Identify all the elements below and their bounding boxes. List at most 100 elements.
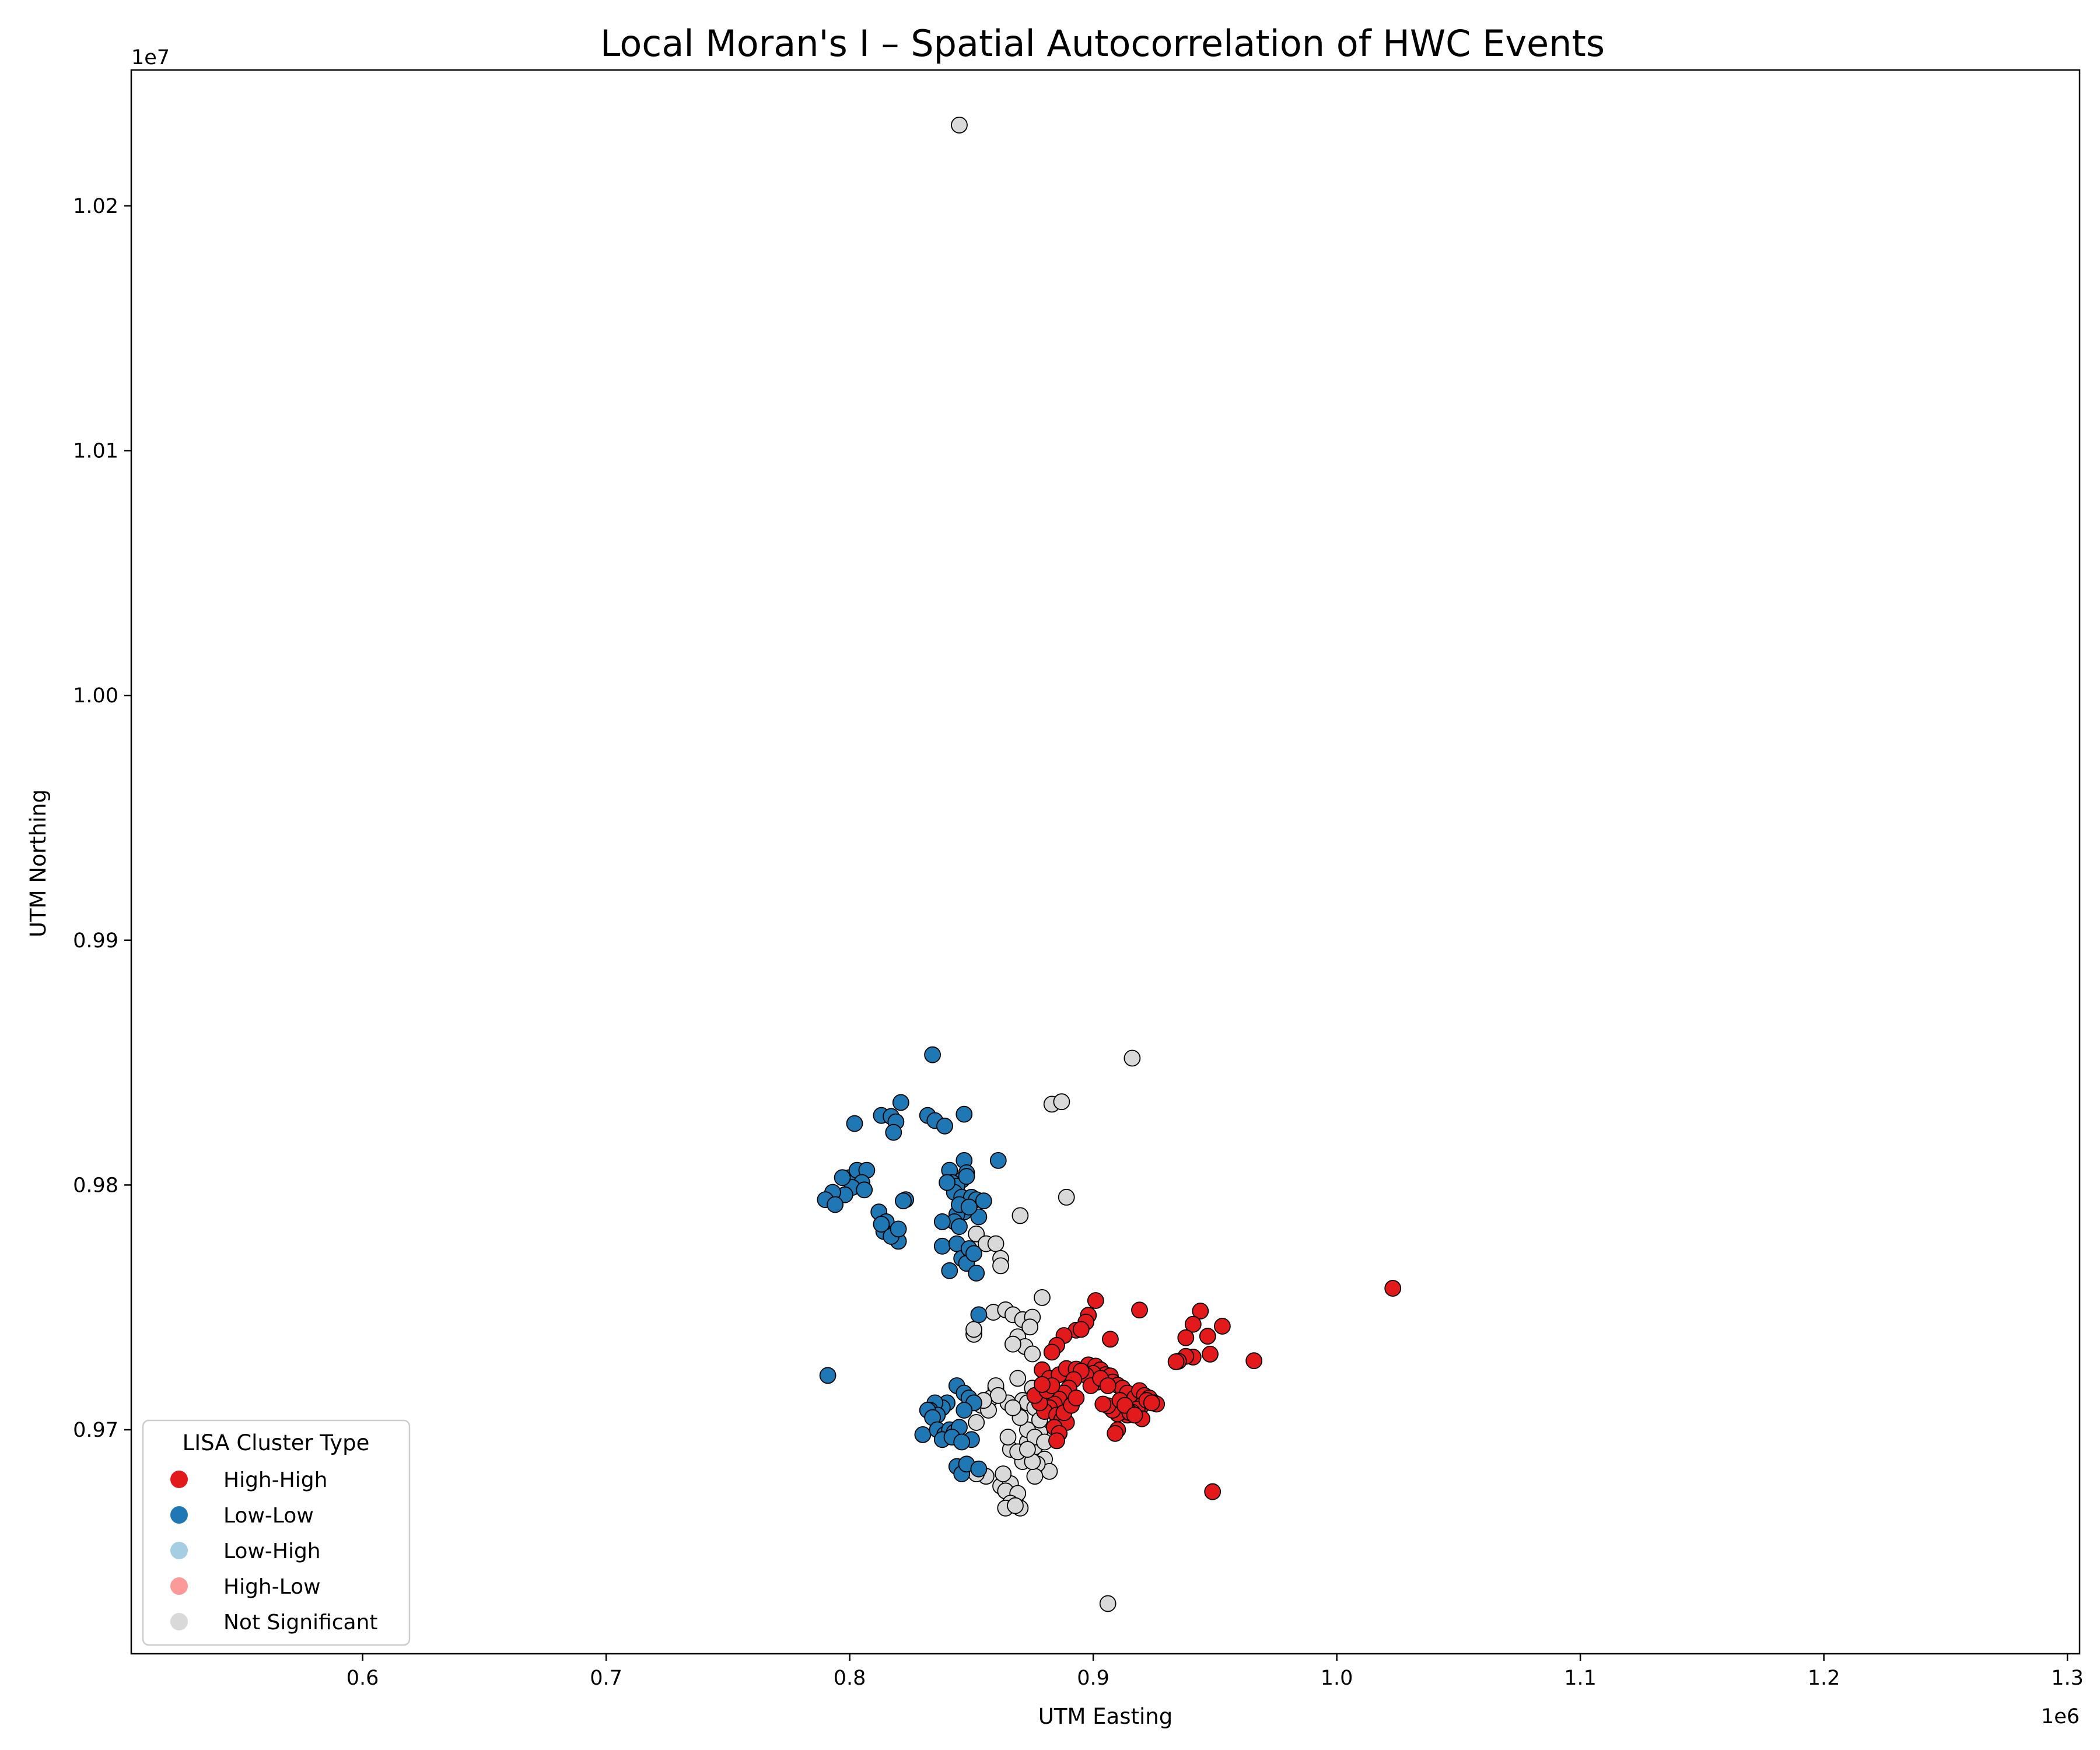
data-point-high-high	[1131, 1301, 1148, 1319]
data-point-not-significant	[999, 1429, 1017, 1446]
data-point-low-low	[953, 1433, 971, 1451]
data-point-not-significant	[1099, 1595, 1116, 1612]
x-axis-label: UTM Easting	[1038, 1704, 1172, 1729]
data-point-high-high	[1107, 1424, 1124, 1442]
x-tick-label: 1.2	[1808, 1667, 1840, 1690]
x-tick-label: 0.8	[834, 1667, 866, 1690]
data-point-not-significant	[1005, 1335, 1021, 1353]
legend-label-high-high: High-High	[223, 1468, 327, 1492]
data-point-high-high	[1384, 1280, 1402, 1297]
data-point-low-low	[936, 1117, 953, 1135]
data-point-low-low	[846, 1115, 863, 1132]
data-point-low-low	[873, 1216, 890, 1233]
data-point-not-significant	[1012, 1207, 1029, 1224]
data-point-high-high	[1204, 1483, 1222, 1500]
legend-item-not-significant: Not Significant	[170, 1611, 378, 1634]
y-tick-label: 1.00	[73, 684, 118, 708]
x-tick-label: 0.6	[346, 1667, 379, 1690]
data-point-high-high	[1043, 1343, 1060, 1361]
data-point-high-high	[1072, 1321, 1090, 1338]
data-point-low-low	[885, 1124, 902, 1141]
legend-label-not-significant: Not Significant	[223, 1611, 378, 1634]
data-point-high-high	[1034, 1376, 1051, 1393]
data-point-low-low	[970, 1306, 988, 1324]
legend-item-high-high: High-High	[170, 1468, 327, 1492]
legend-item-low-low: Low-Low	[170, 1504, 314, 1528]
data-point-high-high	[1184, 1315, 1202, 1333]
legend-title: LISA Cluster Type	[183, 1430, 370, 1455]
data-point-not-significant	[992, 1257, 1009, 1275]
y-tick-label: 0.97	[73, 1419, 118, 1442]
y-axis: 0.97 0.98 0.99 1.00 1.01 1.02	[73, 195, 131, 1442]
data-point-high-high	[1099, 1377, 1116, 1394]
data-point-not-significant	[968, 1414, 985, 1431]
data-point-low-low	[958, 1168, 975, 1185]
data-point-low-low	[951, 1218, 968, 1236]
data-point-high-high	[1245, 1352, 1263, 1370]
data-point-not-significant	[1019, 1441, 1036, 1458]
data-point-low-low	[989, 1152, 1007, 1169]
data-point-not-significant	[1007, 1497, 1024, 1514]
data-point-high-high	[1192, 1303, 1209, 1320]
y-tick-label: 0.98	[73, 1174, 118, 1197]
data-point-high-high	[1102, 1331, 1119, 1348]
data-point-not-significant	[951, 116, 968, 134]
legend-label-low-low: Low-Low	[223, 1504, 314, 1528]
y-tick-label: 1.02	[73, 195, 118, 218]
data-point-low-low	[975, 1192, 992, 1210]
data-point-low-low	[941, 1262, 958, 1279]
data-point-low-low	[890, 1220, 907, 1238]
data-point-low-low	[856, 1181, 873, 1199]
data-point-low-low	[834, 1169, 851, 1186]
legend: LISA Cluster Type High-High Low-Low Low-…	[142, 1419, 411, 1646]
x-axis: 0.6 0.7 0.8 0.9 1.0 1.1 1.2 1.3	[346, 1654, 2084, 1690]
x-tick-label: 1.0	[1321, 1667, 1353, 1690]
data-point-high-high	[1068, 1390, 1085, 1406]
chart-title: Local Moran's I – Spatial Autocorrelatio…	[600, 22, 1605, 65]
data-point-not-significant	[1034, 1289, 1051, 1306]
y-axis-label: UTM Northing	[26, 789, 51, 937]
legend-item-low-high: Low-High	[170, 1539, 321, 1563]
data-point-high-high	[1177, 1329, 1195, 1346]
data-point-low-low	[956, 1105, 973, 1123]
data-point-not-significant	[1053, 1093, 1070, 1111]
y-offset-label: 1e7	[131, 46, 170, 69]
legend-marker-low-high	[170, 1542, 188, 1559]
data-point-high-high	[1167, 1353, 1185, 1370]
data-point-low-low	[895, 1192, 912, 1210]
data-point-not-significant	[995, 1465, 1012, 1483]
data-point-low-low	[956, 1402, 973, 1419]
data-point-low-low	[819, 1367, 836, 1384]
data-point-high-high	[1202, 1345, 1219, 1363]
legend-box	[142, 1419, 411, 1646]
data-point-not-significant	[1026, 1468, 1044, 1485]
data-point-not-significant	[1058, 1188, 1075, 1206]
data-point-high-high	[1048, 1432, 1065, 1450]
x-tick-label: 1.1	[1564, 1667, 1597, 1690]
x-tick-label: 0.9	[1077, 1667, 1110, 1690]
y-tick-label: 0.99	[73, 929, 118, 953]
data-point-not-significant	[1021, 1318, 1038, 1336]
data-point-high-high	[1126, 1406, 1143, 1424]
x-tick-label: 0.7	[590, 1667, 622, 1690]
data-point-low-low	[968, 1265, 985, 1282]
data-point-low-low	[939, 1174, 956, 1191]
y-tick-label: 1.01	[73, 440, 118, 463]
data-point-not-significant	[965, 1321, 982, 1338]
plot-frame	[130, 69, 2081, 1655]
legend-marker-not-significant	[170, 1613, 188, 1630]
data-point-low-low	[914, 1426, 932, 1443]
data-point-low-low	[960, 1198, 978, 1216]
legend-label-high-low: High-Low	[223, 1575, 321, 1599]
data-point-high-high	[1143, 1394, 1160, 1412]
data-point-not-significant	[987, 1235, 1005, 1252]
data-point-high-high	[1199, 1328, 1216, 1345]
x-tick-label: 1.3	[2051, 1667, 2084, 1690]
x-offset-label: 1e6	[2041, 1705, 2080, 1728]
data-point-high-high	[1094, 1395, 1112, 1413]
legend-label-low-high: Low-High	[223, 1539, 321, 1563]
data-point-low-low	[965, 1245, 982, 1262]
data-point-low-low	[970, 1460, 988, 1478]
data-point-not-significant	[1005, 1399, 1021, 1416]
